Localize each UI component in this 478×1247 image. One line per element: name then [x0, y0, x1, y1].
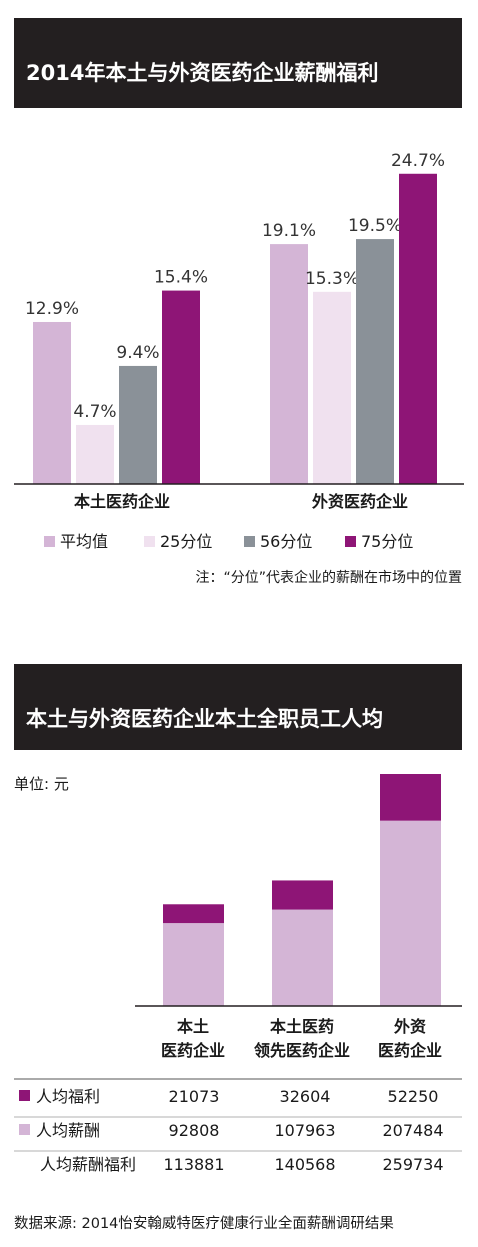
bar-2-2	[313, 291, 351, 484]
table-value-1-2: 32604	[280, 1087, 331, 1106]
stacked-bar-1-seg-2	[163, 904, 224, 924]
bar-3-2	[356, 239, 394, 484]
chart-title-1-line-1: 2014年本土与外资医药企业薪酬福利	[26, 61, 379, 85]
table-value-3-2: 140568	[274, 1155, 335, 1174]
stacked-bar-2-seg-1	[272, 909, 333, 1006]
legend-label-4: 75分位	[361, 532, 413, 551]
stacked-bar-3-seg-1	[380, 820, 441, 1006]
bar-chart-1: 12.9% 19.1% 4.7% 15.3% 9.4% 19.5% 15.4% 24.7% 本土…	[14, 151, 464, 586]
table-swatch-1	[19, 1090, 30, 1101]
legend-swatch-2	[144, 536, 155, 547]
legend-label-1: 平均值	[60, 532, 108, 551]
table-row-label-1: 人均福利	[36, 1087, 100, 1106]
chart-note: 注：“分位”代表企业的薪酬在市场中的位置	[195, 569, 462, 586]
category-label-1: 本土医药企业	[74, 492, 170, 511]
legend-swatch-1	[44, 536, 55, 547]
table-value-3-1: 113881	[163, 1155, 224, 1174]
chart-title-2-line-1: 本土与外资医药企业本土全职员工人均	[26, 707, 383, 731]
table-value-2-2: 107963	[274, 1121, 335, 1140]
table-value-1-3: 52250	[388, 1087, 439, 1106]
legend-swatch-3	[244, 536, 255, 547]
legend-label-2: 25分位	[160, 532, 212, 551]
chart-title-1: 2014年本土与外资医药企业薪酬福利 成本占销售额比重	[14, 18, 462, 145]
data-label-2-2: 15.3%	[305, 269, 359, 289]
data-label-3-1: 9.4%	[116, 343, 159, 363]
stacked-bar-2-seg-2	[272, 880, 333, 910]
stacked-bar-3-seg-2	[380, 774, 441, 821]
table-value-2-1: 92808	[169, 1121, 220, 1140]
chart-title-1-line-2: 成本占销售额比重	[26, 121, 194, 145]
chart-title-2: 本土与外资医药企业本土全职员工人均 薪酬福利	[14, 664, 462, 791]
source-note: 数据来源: 2014怡安翰威特医疗健康行业全面薪酬调研结果	[14, 1214, 394, 1232]
table-value-1-1: 21073	[169, 1087, 220, 1106]
bar-1-1	[33, 321, 71, 484]
bar-2-1	[76, 424, 114, 484]
table-row-label-2: 人均薪酬	[36, 1121, 100, 1140]
legend-swatch-4	[345, 536, 356, 547]
bar-3-1	[119, 365, 157, 484]
chart-title-2-line-2: 薪酬福利	[26, 767, 110, 791]
table-value-3-3: 259734	[382, 1155, 443, 1174]
data-label-2-1: 4.7%	[73, 402, 116, 422]
data-label-4-1: 15.4%	[154, 268, 208, 288]
category-label-2-line-1: 本土医药	[270, 1017, 334, 1036]
data-label-1-2: 19.1%	[262, 221, 316, 241]
table-value-2-3: 207484	[382, 1121, 443, 1140]
data-label-1-1: 12.9%	[25, 299, 79, 319]
bar-1-2	[270, 244, 308, 484]
bar-4-1	[162, 290, 200, 484]
category-label-3-line-1: 外资	[393, 1017, 426, 1036]
unit-label: 单位: 元	[14, 775, 69, 793]
data-label-4-2: 24.7%	[391, 151, 445, 171]
category-label-1-line-1: 本土	[177, 1017, 209, 1036]
category-label-2-line-2: 领先医药企业	[254, 1041, 350, 1060]
table-swatch-2	[19, 1124, 30, 1135]
table-row-label-3: 人均薪酬福利	[40, 1155, 136, 1174]
data-label-3-2: 19.5%	[348, 216, 402, 236]
category-label-3-line-2: 医药企业	[378, 1041, 442, 1060]
legend-label-3: 56分位	[260, 532, 312, 551]
category-label-1-line-2: 医药企业	[161, 1041, 225, 1060]
bar-4-2	[399, 173, 437, 484]
category-label-2: 外资医药企业	[311, 492, 408, 511]
stacked-bar-1-seg-1	[163, 923, 224, 1006]
